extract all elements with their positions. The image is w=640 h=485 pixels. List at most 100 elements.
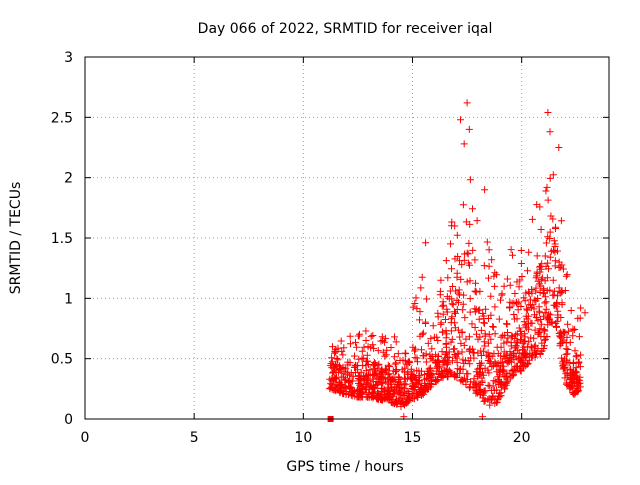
data-point [564,346,572,353]
data-point [413,305,421,313]
data-point [479,347,487,355]
data-point [382,351,390,359]
data-point [558,338,566,346]
data-point [469,345,477,353]
data-point [452,309,459,317]
data-point [573,352,581,360]
data-point [487,335,495,343]
data-point [561,329,569,336]
data-point [534,317,542,325]
data-point [563,350,571,358]
data-point [497,296,504,304]
data-point [380,394,388,401]
data-point [550,301,558,309]
data-point [567,365,575,373]
data-point [477,352,485,359]
data-point [383,389,391,397]
data-point [441,367,449,375]
data-point [546,174,554,182]
data-point [485,262,493,270]
data-point [575,380,583,388]
data-point [442,316,449,323]
data-point [377,337,385,345]
data-point [478,377,486,385]
data-point [427,371,435,379]
data-point [445,348,453,356]
data-point [449,301,457,309]
data-point [511,290,519,297]
y-tick-label: 3 [64,50,73,66]
chart-title: Day 066 of 2022, SRMTID for receiver iqa… [198,21,493,37]
data-point [577,304,585,312]
data-point [571,379,578,387]
data-point [499,332,507,340]
data-point [558,359,566,367]
data-point [543,287,551,295]
data-point [510,371,517,379]
data-point [384,361,392,369]
data-point [508,372,516,380]
data-point [443,330,451,338]
data-point [485,330,493,338]
data-point [410,371,418,379]
data-point [531,341,539,349]
data-point [514,306,522,314]
data-point [517,260,525,267]
data-point [528,353,536,361]
data-point [365,371,372,379]
data-point [481,364,489,372]
data-point [437,276,445,284]
data-point [369,394,377,402]
data-point [537,276,545,284]
data-point [541,309,549,317]
data-point [536,325,544,333]
data-point [439,298,447,306]
data-point [416,332,424,340]
data-point [541,299,549,307]
data-point [453,231,461,239]
data-point [509,350,517,358]
data-point [490,377,498,385]
data-point [441,356,449,364]
data-point [486,352,494,360]
data-point [459,201,467,209]
data-point [567,383,575,391]
data-point [356,330,363,338]
data-point [460,341,468,349]
data-point [569,389,577,397]
data-point [502,379,510,387]
data-point [367,382,375,390]
data-point [551,257,559,265]
data-point [337,337,345,345]
data-point [526,349,534,357]
data-point [451,319,459,327]
data-point [523,306,531,314]
data-point [546,318,554,326]
data-point [541,293,549,301]
data-point [529,301,537,309]
data-point [537,226,545,233]
data-point [391,360,399,368]
data-point [392,400,400,408]
data-point [439,310,447,318]
data-point [450,345,458,353]
data-point [426,351,434,359]
data-point [567,307,575,314]
data-point [453,296,461,304]
data-point [429,322,437,330]
data-point [465,125,473,133]
data-point [489,362,497,370]
data-point [525,288,533,296]
x-tick-label: 20 [513,430,531,446]
data-point [466,383,474,391]
data-point [543,314,551,322]
data-point [356,388,364,396]
data-point [513,278,521,286]
data-point [459,365,467,373]
data-point [339,351,347,359]
data-point [481,342,489,350]
data-point [447,338,455,346]
data-point [555,330,563,337]
data-point [519,346,526,354]
